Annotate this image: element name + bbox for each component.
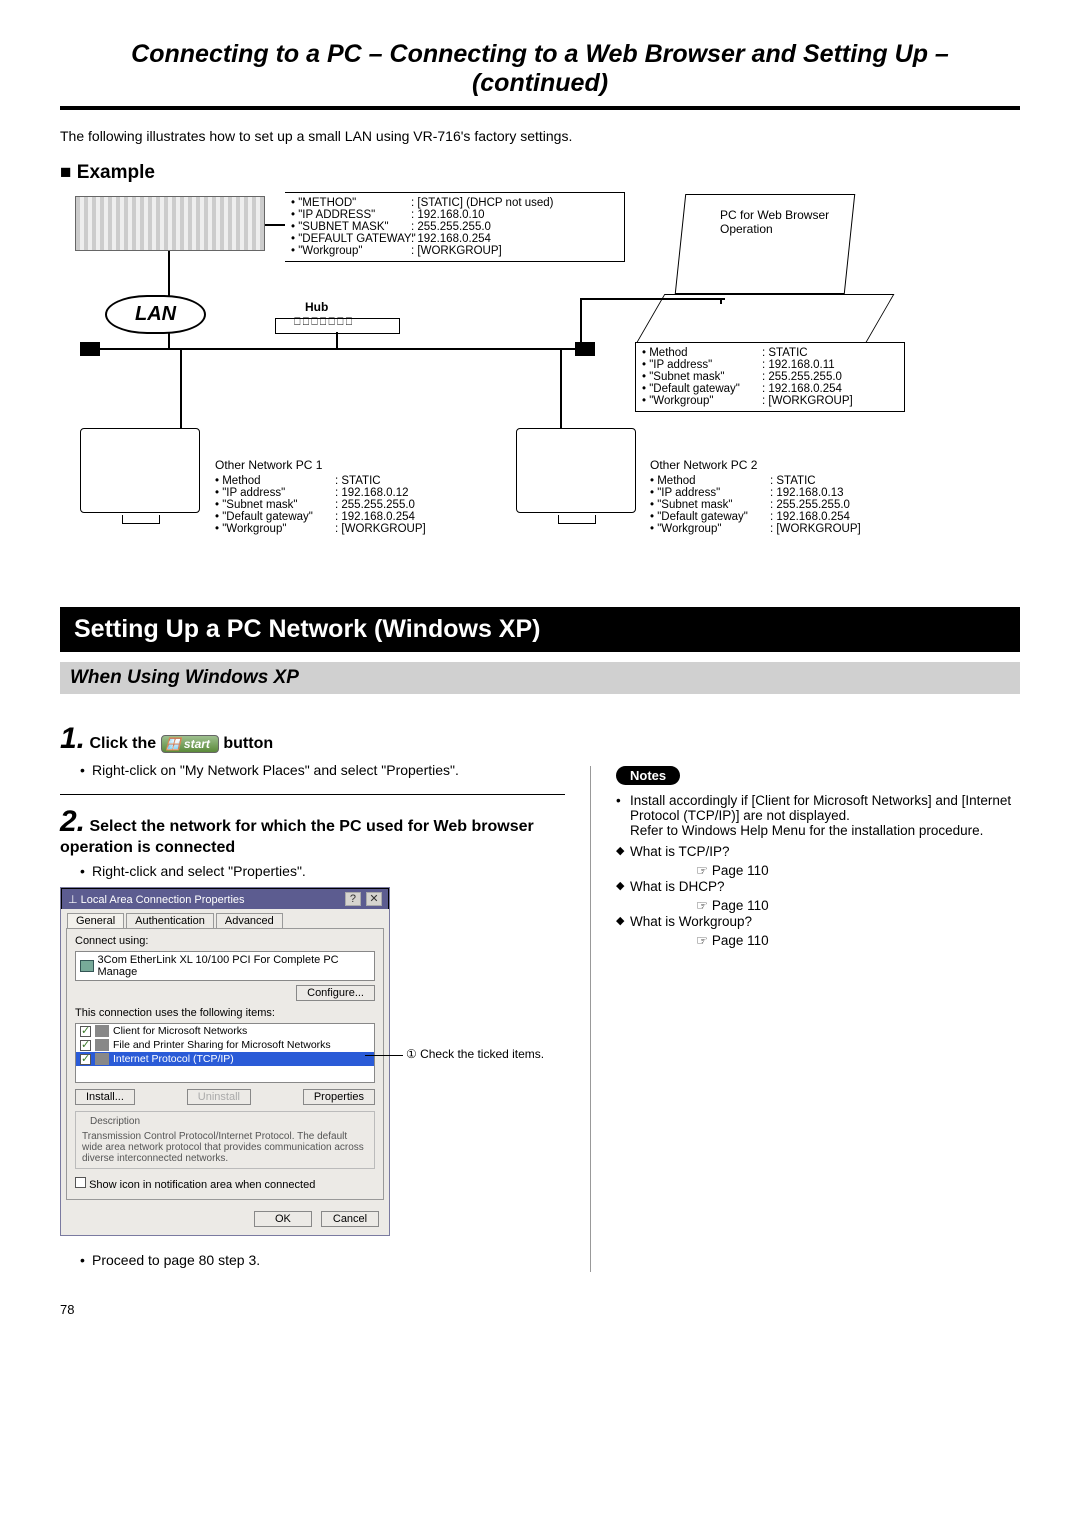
properties-button[interactable]: Properties <box>303 1089 375 1105</box>
notes-def-item: What is Workgroup? <box>616 914 1020 929</box>
pc1-settings: • Method• "IP address"• "Subnet mask"• "… <box>215 475 475 535</box>
step1-text-post: button <box>223 735 273 752</box>
connection-item[interactable]: File and Printer Sharing for Microsoft N… <box>76 1038 374 1052</box>
step1-text-pre: Click the <box>89 735 156 752</box>
notes-badge: Notes <box>616 766 680 785</box>
lan-label: LAN <box>105 295 206 334</box>
page-number: 78 <box>60 1302 1020 1317</box>
browser-pc-caption: PC for Web Browser Operation <box>720 208 870 236</box>
ok-button[interactable]: OK <box>254 1211 312 1227</box>
page-ref: Page 110 <box>616 898 1020 914</box>
step2-number: 2. <box>60 805 85 838</box>
show-icon-checkbox[interactable] <box>75 1177 86 1188</box>
dialog-title: Local Area Connection Properties <box>81 894 245 906</box>
step1-number: 1. <box>60 722 85 755</box>
connection-item[interactable]: Internet Protocol (TCP/IP) <box>76 1052 374 1066</box>
dialog-tab[interactable]: Authentication <box>126 913 214 928</box>
protocol-icon <box>95 1053 109 1065</box>
description-text: Transmission Control Protocol/Internet P… <box>82 1131 368 1164</box>
protocol-icon <box>95 1025 109 1037</box>
nic-card-icon <box>80 960 94 972</box>
install-button[interactable]: Install... <box>75 1089 135 1105</box>
browser-pc-settings: • Method• "IP address"• "Subnet mask"• "… <box>635 342 905 412</box>
pc2-caption: Other Network PC 2 <box>650 458 757 472</box>
properties-dialog: ⊥ Local Area Connection Properties ? ✕ G… <box>60 887 390 1236</box>
help-icon[interactable]: ? <box>345 892 361 906</box>
close-icon[interactable]: ✕ <box>366 892 382 906</box>
notes-def-item: What is DHCP? <box>616 879 1020 894</box>
step2-bullet: Right-click and select "Properties". <box>80 863 565 879</box>
network-diagram: • "METHOD"• "IP ADDRESS"• "SUBNET MASK"•… <box>60 190 990 585</box>
step1-bullet: Right-click on "My Network Places" and s… <box>80 762 565 778</box>
dialog-tabs[interactable]: GeneralAuthenticationAdvanced <box>61 909 389 928</box>
item-checkbox[interactable] <box>80 1054 91 1065</box>
notes-lead: Install accordingly if [Client for Micro… <box>616 793 1020 838</box>
dialog-tab[interactable]: Advanced <box>216 913 283 928</box>
vr716-device-icon <box>75 196 265 251</box>
start-button-icon: 🪟 start <box>161 735 219 753</box>
item-checkbox[interactable] <box>80 1026 91 1037</box>
connection-item[interactable]: Client for Microsoft Networks <box>76 1024 374 1038</box>
notes-def-item: What is TCP/IP? <box>616 844 1020 859</box>
example-heading: Example <box>60 162 1020 184</box>
dialog-tab[interactable]: General <box>67 913 124 928</box>
pc2-settings: • Method• "IP address"• "Subnet mask"• "… <box>650 475 910 535</box>
uninstall-button[interactable]: Uninstall <box>187 1089 251 1105</box>
page-title: Connecting to a PC – Connecting to a Web… <box>60 40 1020 110</box>
configure-button[interactable]: Configure... <box>296 985 375 1001</box>
step2-title: Select the network for which the PC used… <box>60 818 534 856</box>
uses-items-label: This connection uses the following items… <box>75 1007 375 1019</box>
pc2-monitor-icon <box>516 428 636 513</box>
show-icon-label: Show icon in notification area when conn… <box>89 1179 315 1191</box>
pc1-caption: Other Network PC 1 <box>215 458 322 472</box>
section-heading: Setting Up a PC Network (Windows XP) <box>60 607 1020 652</box>
cancel-button[interactable]: Cancel <box>321 1211 379 1227</box>
adapter-name: 3Com EtherLink XL 10/100 PCI For Complet… <box>98 954 370 978</box>
description-label: Description <box>86 1116 144 1127</box>
item-checkbox[interactable] <box>80 1040 91 1051</box>
page-ref: Page 110 <box>616 933 1020 949</box>
vr716-settings: • "METHOD"• "IP ADDRESS"• "SUBNET MASK"•… <box>285 192 625 262</box>
intro-text: The following illustrates how to set up … <box>60 128 1020 144</box>
connect-using-label: Connect using: <box>75 935 375 947</box>
subsection-heading: When Using Windows XP <box>60 662 1020 694</box>
connection-items-list[interactable]: Client for Microsoft NetworksFile and Pr… <box>75 1023 375 1083</box>
pc1-monitor-icon <box>80 428 200 513</box>
protocol-icon <box>95 1039 109 1051</box>
hub-label: Hub <box>305 300 328 314</box>
callout-check-items: ① Check the ticked items. <box>406 1047 544 1061</box>
proceed-note: Proceed to page 80 step 3. <box>80 1252 565 1268</box>
page-ref: Page 110 <box>616 863 1020 879</box>
